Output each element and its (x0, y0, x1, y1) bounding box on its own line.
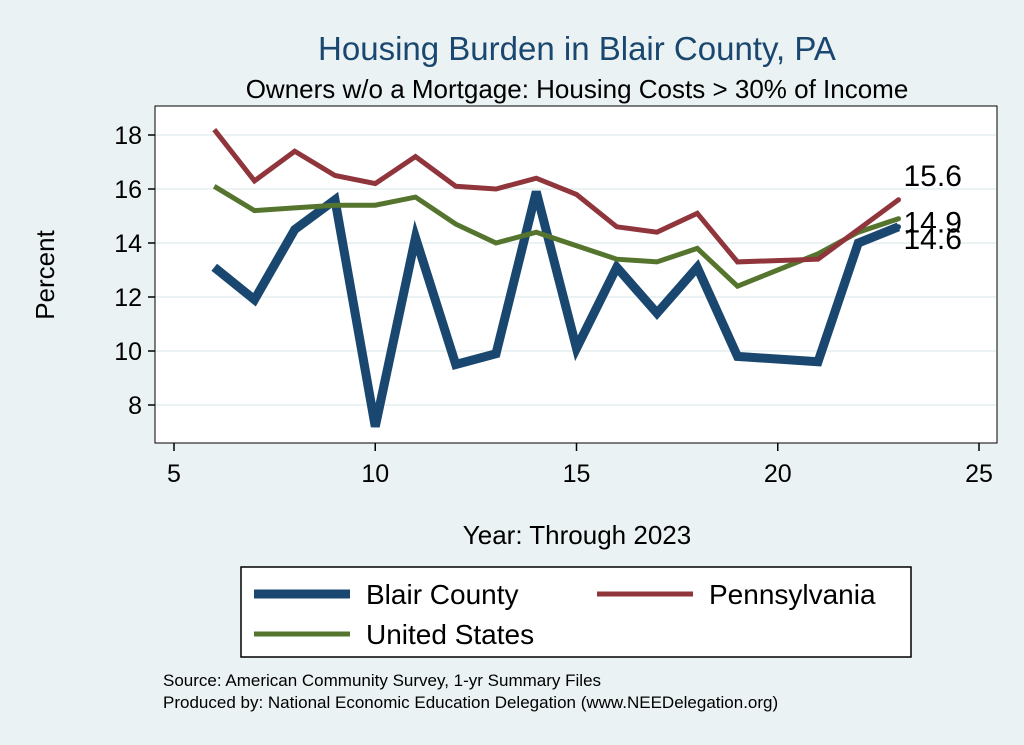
legend-label: Blair County (366, 579, 519, 610)
y-axis-label: Percent (30, 229, 60, 319)
end-label-blair-county: 14.6 (904, 223, 962, 256)
y-tick-label: 12 (114, 284, 142, 312)
x-axis-label: Year: Through 2023 (463, 520, 691, 550)
producer-note: Produced by: National Economic Education… (163, 693, 778, 712)
x-tick-label: 5 (167, 460, 181, 488)
series-end-marker (896, 197, 901, 203)
y-tick-label: 18 (114, 122, 142, 150)
plot-area (154, 105, 998, 444)
y-tick-label: 8 (128, 392, 142, 420)
series-end-marker (896, 216, 901, 222)
series-line-pennsylvania (212, 128, 900, 265)
axes: 8 10 12 14 16 18 5 10 15 20 25 (114, 122, 993, 488)
legend-box (240, 566, 912, 658)
y-tick-label: 16 (114, 176, 142, 204)
x-tick-label: 15 (563, 460, 591, 488)
series-line-blair-county (211, 190, 901, 428)
series-line-united-states (212, 184, 900, 290)
x-tick-label: 10 (361, 460, 389, 488)
legend-label: United States (366, 619, 534, 650)
x-tick-label: 25 (965, 460, 993, 488)
end-labels: 14.6 15.6 14.9 (904, 160, 962, 256)
y-tick-label: 10 (114, 338, 142, 366)
source-note: Source: American Community Survey, 1-yr … (163, 671, 601, 690)
x-tick-label: 20 (764, 460, 792, 488)
legend-label: Pennsylvania (709, 579, 876, 610)
end-label-pennsylvania: 15.6 (904, 160, 962, 193)
legend: Blair County Pennsylvania United States (254, 579, 876, 650)
series-end-marker (896, 224, 901, 230)
end-label-united-states: 14.9 (904, 207, 962, 240)
chart-title: Housing Burden in Blair County, PA (318, 30, 836, 67)
grid-lines (156, 134, 996, 406)
series-lines (211, 128, 901, 428)
chart-subtitle: Owners w/o a Mortgage: Housing Costs > 3… (246, 74, 909, 104)
y-tick-label: 14 (114, 230, 142, 258)
